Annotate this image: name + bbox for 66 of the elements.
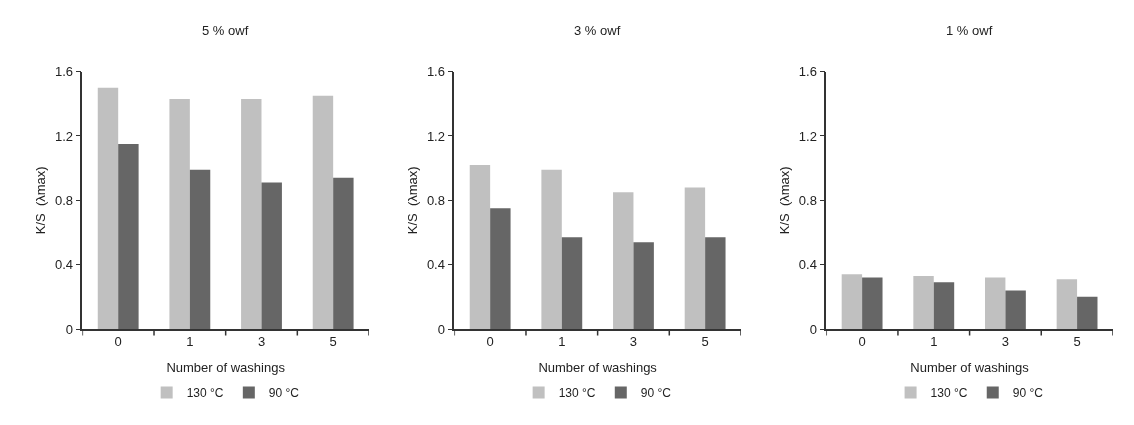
y-tick-label: 1.6 xyxy=(798,64,817,80)
bar xyxy=(1077,296,1098,329)
bar xyxy=(561,237,583,329)
y-tick-label: 1.2 xyxy=(426,128,445,144)
x-tick-label: 3 xyxy=(629,334,638,350)
chart-title: 3 % owf xyxy=(574,23,621,38)
bar xyxy=(469,164,491,329)
x-tick-label: 5 xyxy=(701,334,709,350)
y-tick-label: 0.4 xyxy=(426,257,445,273)
y-tick-label: 0 xyxy=(809,321,817,337)
legend-label: 130 °C xyxy=(930,386,968,401)
x-tick-label: 0 xyxy=(114,334,122,350)
legend-label: 130 °C xyxy=(558,386,596,401)
x-tick-label: 5 xyxy=(329,334,337,350)
legend-label: 90 °C xyxy=(1012,386,1044,401)
y-axis-title: K/S (λmax) xyxy=(33,166,49,235)
bar xyxy=(705,237,726,329)
y-tick-label: 0.8 xyxy=(798,192,817,208)
bar xyxy=(913,275,934,329)
x-tick-label: 0 xyxy=(858,334,866,350)
y-tick-label: 1.6 xyxy=(426,64,445,80)
x-tick-label: 3 xyxy=(257,334,266,350)
bar xyxy=(490,208,511,329)
y-tick-label: 0.8 xyxy=(426,192,445,208)
chart-title: 1 % owf xyxy=(946,23,993,38)
y-axis-title: K/S (λmax) xyxy=(405,166,421,235)
bar xyxy=(613,192,634,329)
bar xyxy=(261,182,282,329)
bar xyxy=(985,277,1006,329)
bar xyxy=(97,87,119,329)
bar xyxy=(333,177,354,329)
bar xyxy=(933,282,955,329)
y-tick-label: 1.6 xyxy=(54,64,74,80)
x-axis-title: Number of washings xyxy=(910,360,1030,376)
bar xyxy=(684,187,706,329)
y-tick-label: 0.8 xyxy=(54,192,74,208)
bar xyxy=(541,169,562,329)
legend-label: 90 °C xyxy=(640,386,672,401)
y-tick-label: 0 xyxy=(437,321,445,337)
bar xyxy=(118,143,139,329)
legend-label: 90 °C xyxy=(268,386,300,401)
bar xyxy=(633,242,654,329)
x-tick-label: 1 xyxy=(186,334,194,350)
y-tick-label: 1.2 xyxy=(54,128,74,144)
bar xyxy=(169,98,190,329)
chart-title: 5 % owf xyxy=(202,23,249,38)
y-tick-label: 0.4 xyxy=(798,257,817,273)
y-tick-label: 1.2 xyxy=(798,128,817,144)
bar xyxy=(189,169,211,329)
y-tick-label: 0.4 xyxy=(54,257,74,273)
bar xyxy=(312,95,334,329)
y-tick-label: 0 xyxy=(65,321,74,337)
x-tick-label: 1 xyxy=(558,334,566,350)
legend-label: 130 °C xyxy=(186,386,224,401)
x-tick-label: 5 xyxy=(1073,334,1081,350)
y-axis-title: K/S (λmax) xyxy=(777,166,793,235)
bar xyxy=(1056,279,1078,329)
bar xyxy=(241,98,262,329)
bar xyxy=(1005,290,1026,329)
bar xyxy=(841,274,863,329)
x-axis-title: Number of washings xyxy=(538,360,658,376)
bar xyxy=(862,277,883,329)
x-tick-label: 3 xyxy=(1001,334,1010,350)
x-tick-label: 0 xyxy=(486,334,494,350)
x-axis-title: Number of washings xyxy=(166,360,286,376)
x-tick-label: 1 xyxy=(930,334,938,350)
